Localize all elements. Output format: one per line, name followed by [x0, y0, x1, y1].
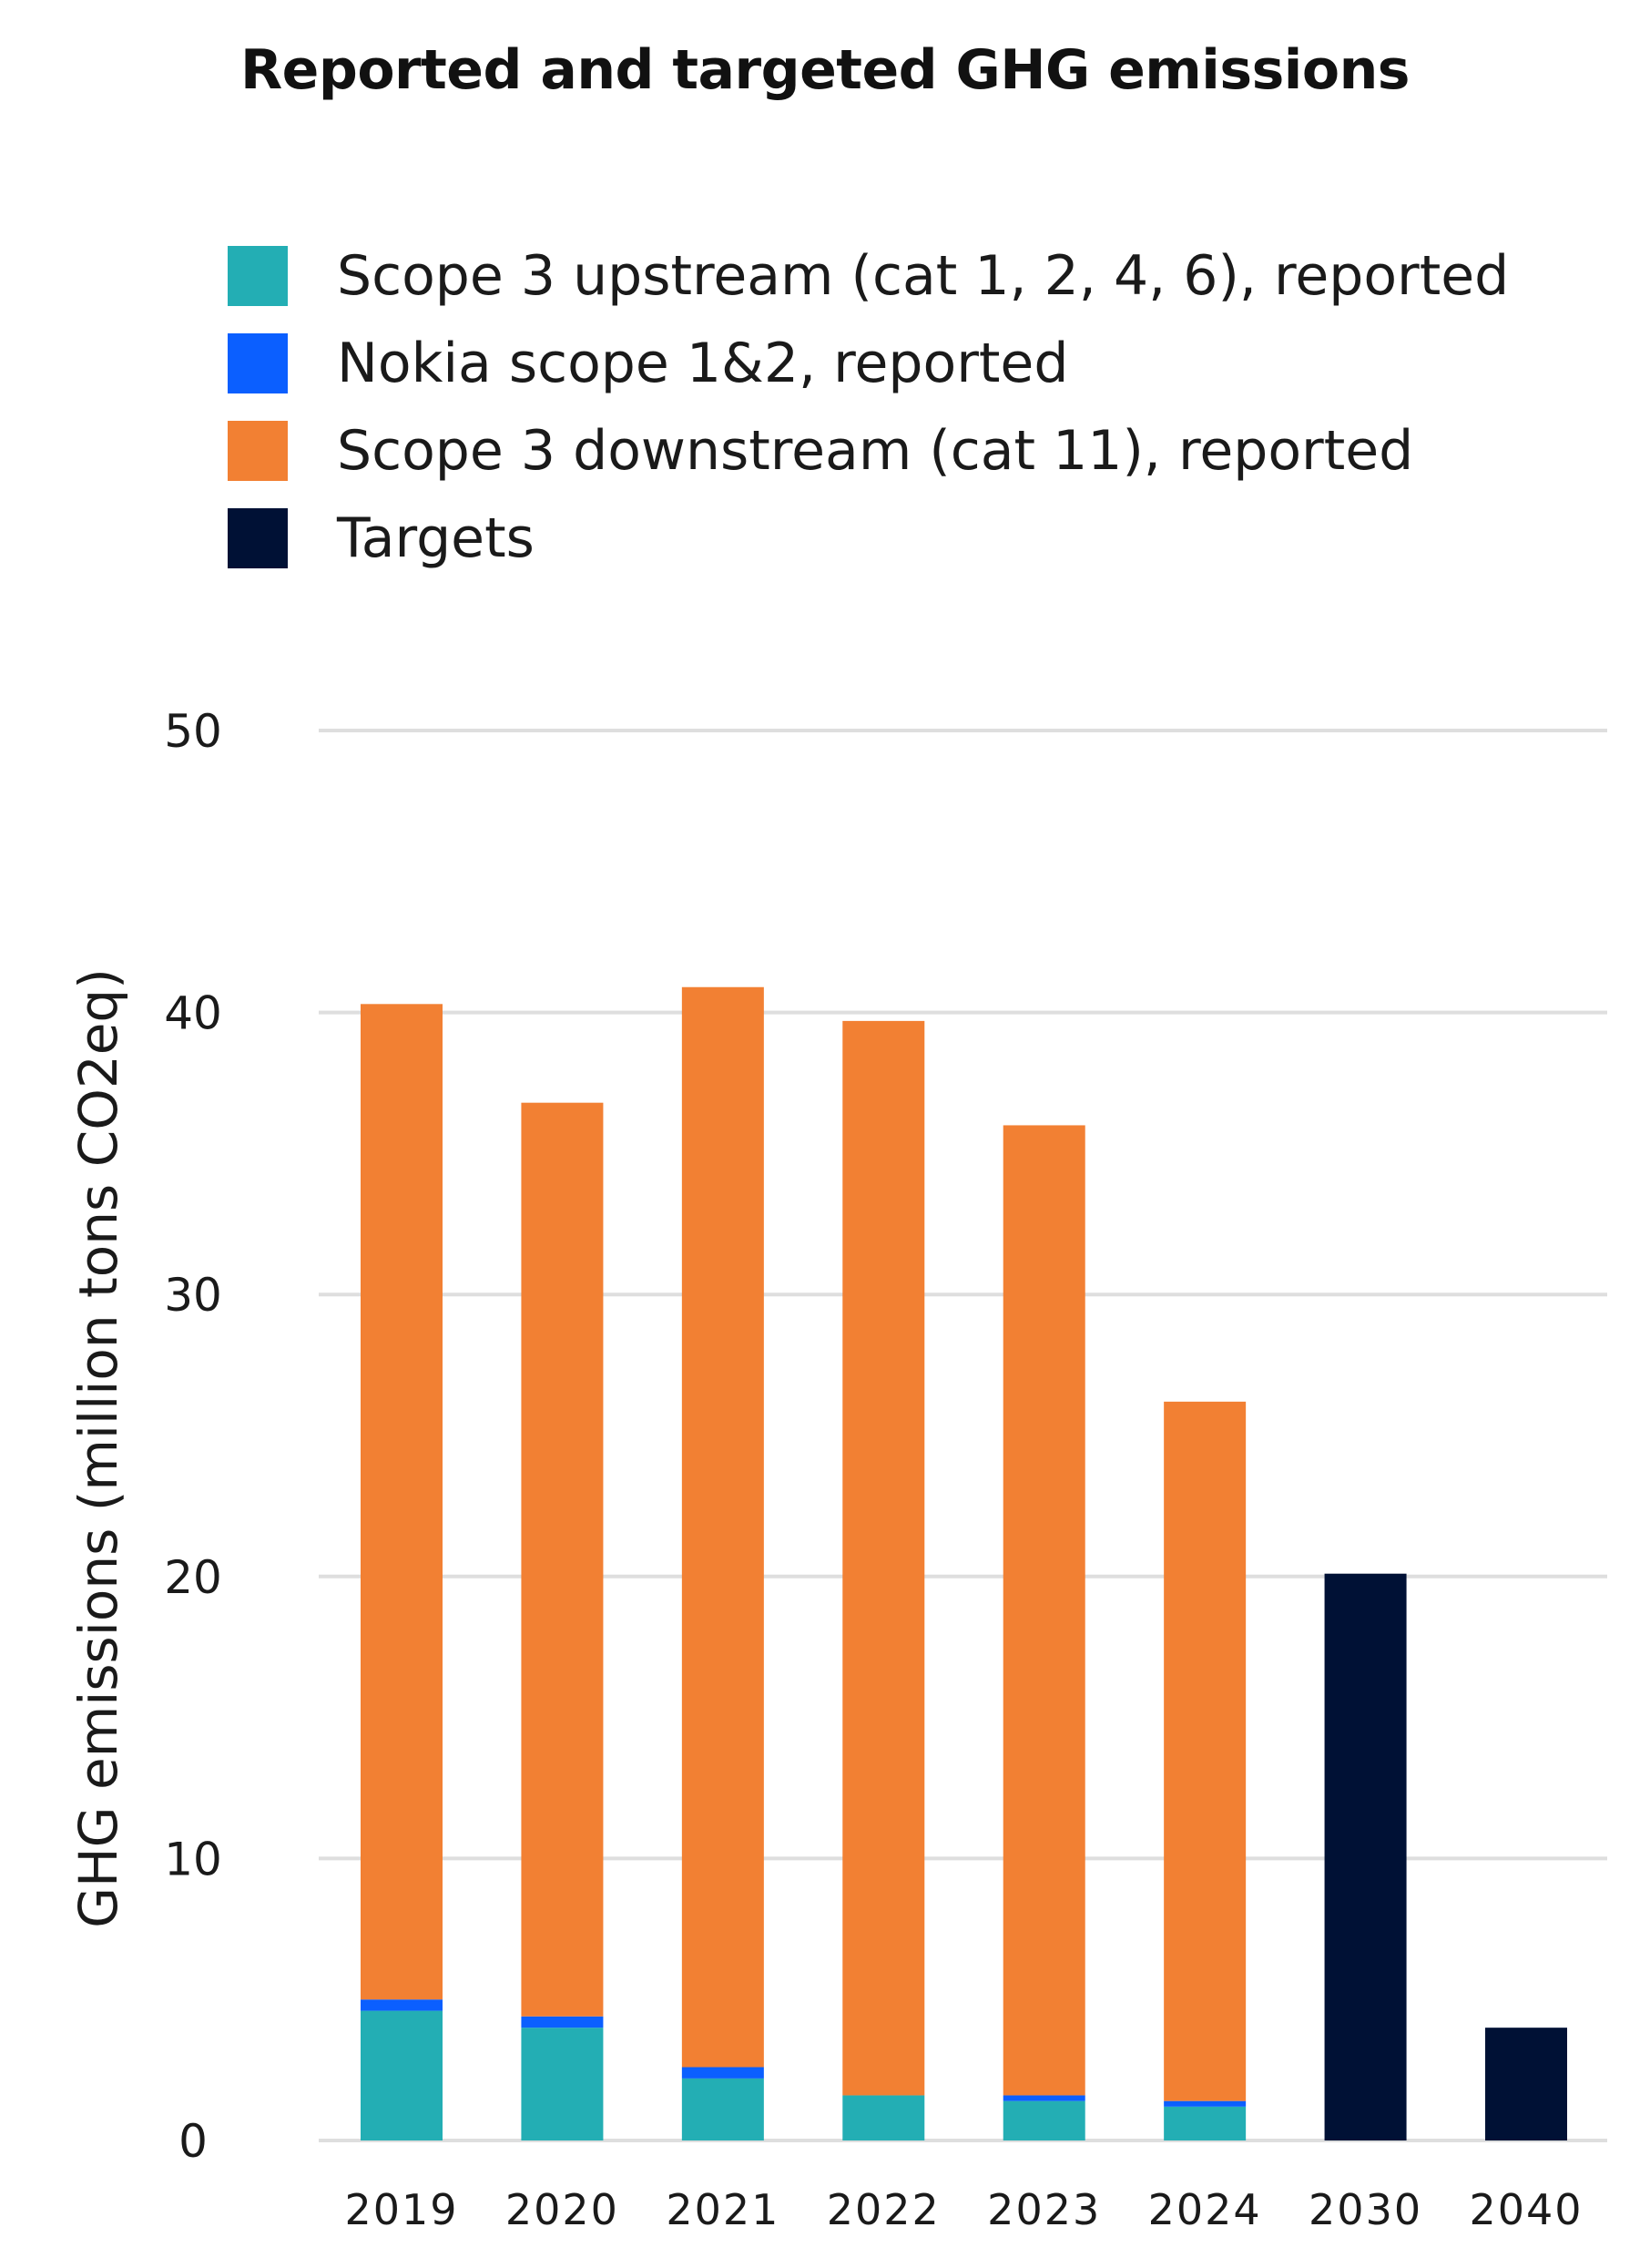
y-tick-label-50: 50 — [164, 705, 222, 758]
legend-swatch-scope3-upstream — [228, 246, 288, 306]
legend-item-targets: Targets — [228, 495, 1509, 582]
x-tick-label-2019: 2019 — [344, 2185, 458, 2234]
bar-2020-series-2 — [521, 1102, 604, 2017]
bars — [361, 986, 1567, 2140]
bar-2021-series-2 — [681, 986, 764, 2068]
legend: Scope 3 upstream (cat 1, 2, 4, 6), repor… — [228, 232, 1509, 582]
legend-label-targets: Targets — [337, 506, 535, 570]
bar-2021-series-1 — [681, 2067, 764, 2079]
x-tick-label-2021: 2021 — [666, 2185, 779, 2234]
bar-2022-series-2 — [842, 1020, 925, 2096]
x-tick-label-2040: 2040 — [1469, 2185, 1583, 2234]
x-tick-label-2030: 2030 — [1309, 2185, 1422, 2234]
y-tick-label-30: 30 — [164, 1269, 222, 1322]
bar-2019-series-1 — [361, 1999, 443, 2011]
legend-label-scope3-upstream: Scope 3 upstream (cat 1, 2, 4, 6), repor… — [337, 244, 1510, 308]
bar-2024-series-2 — [1164, 1401, 1247, 2101]
x-tick-label-2024: 2024 — [1148, 2185, 1262, 2234]
legend-item-scope12: Nokia scope 1&2, reported — [228, 320, 1509, 407]
x-tick-label-2020: 2020 — [505, 2185, 619, 2234]
legend-swatch-targets — [228, 508, 288, 568]
bar-2024-series-1 — [1164, 2100, 1247, 2107]
bar-2020-series-1 — [521, 2016, 604, 2028]
chart-title: Reported and targeted GHG emissions — [239, 38, 1411, 102]
x-tick-label-2022: 2022 — [827, 2185, 941, 2234]
x-tick-labels: 2019 2020 2021 2022 2023 2024 2030 2040 — [344, 2185, 1583, 2234]
bar-2019-series-2 — [361, 1004, 443, 2000]
bar-2020-series-0 — [521, 2028, 604, 2140]
legend-label-scope3-downstream: Scope 3 downstream (cat 11), reported — [337, 419, 1414, 483]
bar-2024-series-0 — [1164, 2106, 1247, 2140]
y-tick-label-40: 40 — [164, 987, 222, 1040]
legend-item-scope3-downstream: Scope 3 downstream (cat 11), reported — [228, 407, 1509, 495]
y-tick-label-0: 0 — [178, 2115, 208, 2168]
gridlines — [319, 729, 1607, 2142]
y-axis-label: GHG emissions (million tons CO2eq) — [67, 968, 129, 1928]
x-tick-label-2023: 2023 — [987, 2185, 1101, 2234]
bar-2023-series-0 — [1003, 2100, 1085, 2140]
bar-2022-series-0 — [842, 2095, 925, 2140]
legend-item-scope3-upstream: Scope 3 upstream (cat 1, 2, 4, 6), repor… — [228, 232, 1509, 320]
y-tick-label-20: 20 — [164, 1551, 222, 1604]
legend-label-scope12: Nokia scope 1&2, reported — [337, 332, 1069, 395]
bar-2040-series-3 — [1485, 2028, 1567, 2140]
bar-2021-series-0 — [681, 2078, 764, 2140]
bar-2023-series-1 — [1003, 2095, 1085, 2101]
y-tick-label-10: 10 — [164, 1833, 222, 1885]
legend-swatch-scope3-downstream — [228, 421, 288, 481]
bar-2023-series-2 — [1003, 1125, 1085, 2096]
legend-swatch-scope12 — [228, 333, 288, 393]
bar-2019-series-0 — [361, 2010, 443, 2140]
bar-2030-series-3 — [1324, 1573, 1407, 2140]
y-tick-labels: 0 10 20 30 40 50 — [164, 705, 222, 2168]
